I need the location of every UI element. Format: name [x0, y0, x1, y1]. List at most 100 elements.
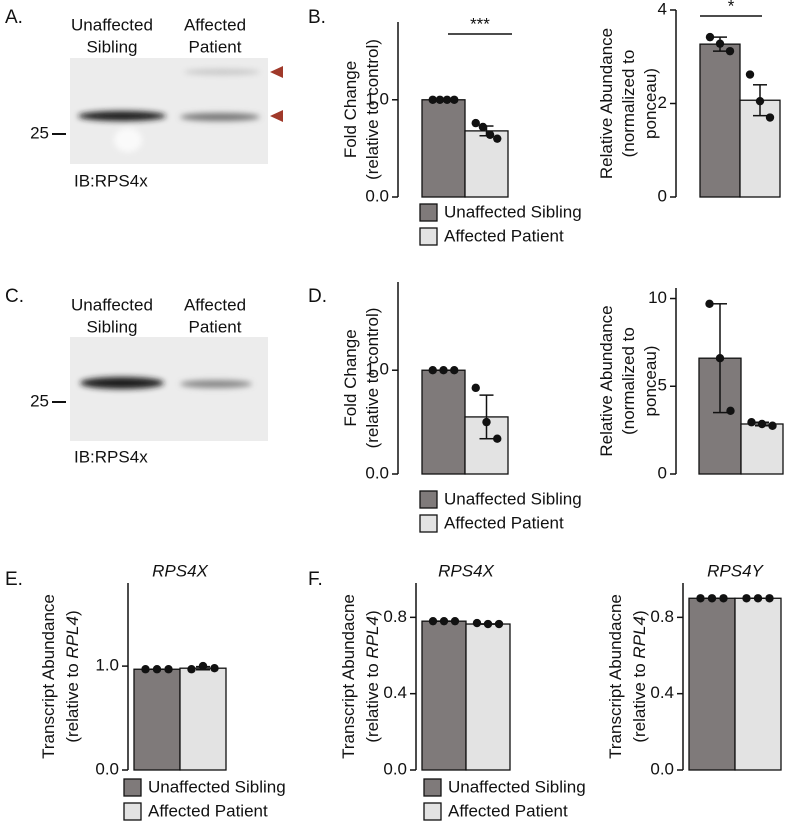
y-axis-label-part: RPL4: [363, 616, 382, 659]
chart-title: RPS4X: [152, 561, 208, 580]
bar: [421, 99, 466, 198]
bar: [699, 43, 741, 198]
legend-label: Affected Patient: [448, 801, 568, 820]
y-axis-label: (relative to control): [363, 308, 382, 449]
data-point: [478, 122, 488, 132]
y-tick-label: 5: [658, 376, 667, 395]
y-axis-label: (normalized to: [619, 327, 638, 435]
data-point: [471, 118, 480, 128]
legend-label: Affected Patient: [444, 226, 564, 245]
bar: [688, 597, 736, 771]
data-point: [696, 594, 705, 603]
bar: [421, 620, 467, 771]
y-axis-label: Transcript Abundance: [39, 594, 58, 759]
data-point: [753, 594, 763, 603]
blot-image: [70, 58, 268, 164]
blot-band: [80, 377, 164, 389]
data-point: [485, 130, 495, 139]
y-tick-label: 10: [648, 288, 667, 307]
data-point: [765, 594, 774, 603]
data-point: [210, 663, 219, 673]
data-point: [705, 32, 715, 42]
data-point: [450, 366, 459, 375]
blot-band: [180, 380, 252, 388]
y-axis-label: (relative to control): [363, 39, 382, 180]
blot-band: [78, 111, 166, 121]
bar: [421, 369, 466, 475]
bar: [465, 623, 511, 771]
bar: [734, 597, 782, 771]
legend-swatch: [419, 227, 438, 246]
data-point: [719, 594, 728, 603]
data-point: [768, 421, 777, 430]
blot-band: [180, 113, 260, 121]
y-tick-label: 0.0: [650, 759, 674, 778]
y-axis-label-part: (relative to: [63, 659, 82, 743]
y-tick-label: 0.0: [383, 759, 407, 778]
y-axis-label: Transcript Abundacne: [339, 594, 358, 759]
legend-label: Unaffected Sibling: [448, 777, 586, 796]
y-tick-label: 0.4: [650, 683, 674, 702]
y-tick-label: 0.4: [383, 683, 407, 702]
y-axis-label-part: (relative to control): [363, 308, 382, 449]
data-point: [141, 665, 150, 674]
lane-label: Patient: [189, 37, 242, 56]
y-tick-label: 0.0: [365, 186, 389, 205]
blot-artifact: [114, 128, 142, 152]
data-point: [428, 616, 438, 626]
panel-label: D.: [308, 286, 327, 307]
data-point: [471, 383, 480, 393]
y-tick-label: 1.0: [365, 89, 389, 108]
data-point: [725, 46, 735, 56]
lane-label: Affected: [184, 15, 246, 34]
chart-title: RPS4X: [438, 561, 494, 580]
y-axis-label-part: Relative Abundance: [597, 28, 616, 179]
data-point: [493, 134, 502, 143]
data-point: [745, 70, 755, 79]
y-tick-label: 0.8: [650, 607, 674, 626]
y-axis-label: (relative to RPL4): [363, 610, 382, 742]
panel-label: E.: [5, 569, 23, 590]
data-point: [494, 619, 504, 629]
y-axis-label-part: RPL4: [63, 616, 82, 659]
data-point: [726, 406, 735, 416]
data-point: [747, 418, 756, 427]
y-axis-label-part: Relative Abundance: [597, 305, 616, 456]
data-point: [439, 366, 448, 375]
y-axis-label-part: Fold Change: [341, 61, 360, 158]
y-axis-label-part: ): [630, 610, 649, 616]
y-axis-label: Relative Abundance: [597, 28, 616, 179]
data-point: [428, 366, 437, 375]
y-axis-label: (normalized to: [619, 50, 638, 158]
data-point: [482, 417, 491, 427]
y-axis-label: (relative to RPL4): [630, 610, 649, 742]
y-axis-label-part: (normalized to: [619, 50, 638, 158]
y-axis-label: Fold Change: [341, 61, 360, 158]
legend-swatch: [423, 802, 442, 821]
mw-marker: 25: [30, 391, 49, 410]
y-tick-label: 1.0: [95, 656, 119, 675]
y-axis-label-part: (normalized to: [619, 327, 638, 435]
y-axis-label-part: ponceau): [641, 68, 660, 139]
y-axis-label: Transcript Abundacne: [606, 594, 625, 759]
y-axis-label: ponceau): [641, 346, 660, 417]
y-axis-label-part: ): [63, 610, 82, 616]
y-tick-label: 0.0: [95, 759, 119, 778]
y-axis-label: ponceau): [641, 68, 660, 139]
data-point: [493, 434, 502, 443]
panel-label: A.: [5, 7, 23, 28]
y-axis-label-part: (relative to: [363, 659, 382, 743]
legend-swatch: [123, 778, 142, 797]
y-axis-label-part: Transcript Abundacne: [339, 594, 358, 759]
significance-label: ***: [470, 14, 490, 33]
panel-label: B.: [308, 7, 326, 28]
data-point: [742, 594, 751, 603]
legend-swatch: [419, 490, 438, 509]
y-tick-label: 1.0: [365, 360, 389, 379]
y-axis-label-part: Transcript Abundacne: [606, 594, 625, 759]
blot-image: [70, 337, 268, 441]
data-point: [442, 95, 452, 104]
arrowhead: [270, 66, 283, 78]
data-point: [705, 299, 714, 308]
